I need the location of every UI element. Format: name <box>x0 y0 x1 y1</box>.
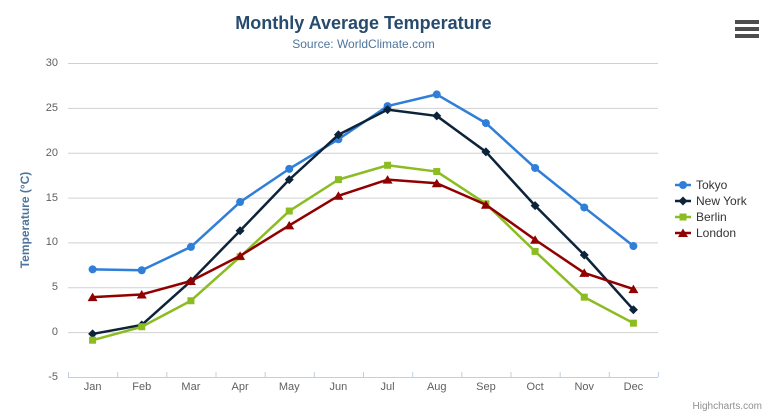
point-new-york-jul[interactable] <box>383 105 393 115</box>
x-tick-label: Jul <box>380 381 395 393</box>
y-tick-label: 15 <box>45 191 58 204</box>
point-tokyo-dec[interactable] <box>629 242 638 251</box>
legend-label: Tokyo <box>696 178 728 192</box>
point-new-york-may[interactable] <box>284 175 294 185</box>
point-new-york-jan[interactable] <box>88 329 98 339</box>
legend-marker-triangle-icon <box>675 228 691 237</box>
point-tokyo-aug[interactable] <box>432 90 441 99</box>
export-menu-button[interactable] <box>733 18 761 40</box>
x-tick-label: Oct <box>526 381 544 393</box>
point-tokyo-apr[interactable] <box>236 198 245 207</box>
point-london-jun[interactable] <box>333 191 344 200</box>
point-london-oct[interactable] <box>530 235 541 244</box>
point-berlin-jan[interactable] <box>89 336 97 344</box>
y-tick-label: 5 <box>51 281 58 294</box>
point-new-york-nov[interactable] <box>579 250 589 260</box>
x-tick-label: Apr <box>231 381 249 393</box>
legend-marker-circle-icon <box>675 181 691 189</box>
series-line-berlin <box>91 164 635 342</box>
legend: Tokyo New York Berlin London <box>675 177 747 241</box>
hamburger-icon <box>735 20 759 38</box>
point-berlin-mar[interactable] <box>187 297 195 305</box>
y-tick-label: -5 <box>48 371 58 383</box>
point-berlin-dec[interactable] <box>629 319 637 327</box>
legend-item-london[interactable]: London <box>675 225 747 241</box>
x-tick-label: May <box>278 381 300 393</box>
point-london-apr[interactable] <box>235 251 246 260</box>
x-tick-label: Mar <box>181 381 201 393</box>
point-tokyo-nov[interactable] <box>580 203 589 212</box>
y-tick-label: 30 <box>45 57 58 69</box>
legend-label: New York <box>696 194 747 208</box>
point-berlin-nov[interactable] <box>580 293 588 301</box>
point-tokyo-may[interactable] <box>285 164 294 173</box>
legend-label: London <box>696 226 737 240</box>
point-london-jul[interactable] <box>382 175 393 184</box>
point-london-feb[interactable] <box>136 289 147 299</box>
y-tick-label: 0 <box>51 326 58 339</box>
y-tick-label: 20 <box>45 146 58 159</box>
point-berlin-oct[interactable] <box>531 247 539 255</box>
point-london-sep[interactable] <box>480 200 491 209</box>
legend-label: Berlin <box>696 210 727 224</box>
point-berlin-feb[interactable] <box>138 323 146 331</box>
point-berlin-jul[interactable] <box>384 161 392 169</box>
chart-subtitle: Source: WorldClimate.com <box>292 37 435 51</box>
point-berlin-may[interactable] <box>285 207 293 215</box>
point-tokyo-jan[interactable] <box>88 265 97 274</box>
credits-link[interactable]: Highcharts.com <box>692 401 762 412</box>
point-tokyo-oct[interactable] <box>531 163 540 172</box>
legend-item-new-york[interactable]: New York <box>675 193 747 209</box>
point-london-jan[interactable] <box>87 292 98 302</box>
point-new-york-apr[interactable] <box>235 226 245 236</box>
point-tokyo-sep[interactable] <box>481 119 490 128</box>
point-london-may[interactable] <box>284 220 295 230</box>
x-tick-label: Aug <box>426 381 447 393</box>
x-tick-label: Jun <box>329 381 348 393</box>
series-line-london <box>91 178 635 299</box>
x-tick-label: Feb <box>132 381 152 393</box>
x-tick-label: Dec <box>623 381 644 393</box>
point-london-mar[interactable] <box>185 276 196 286</box>
y-tick-label: 25 <box>45 101 58 114</box>
series-line-tokyo <box>91 93 635 272</box>
y-axis-title: Temperature (°C) <box>18 171 32 269</box>
point-london-aug[interactable] <box>431 178 442 188</box>
legend-item-tokyo[interactable]: Tokyo <box>675 177 747 193</box>
point-new-york-oct[interactable] <box>530 201 540 211</box>
point-tokyo-mar[interactable] <box>186 242 195 251</box>
point-berlin-aug[interactable] <box>433 168 441 176</box>
x-tick-label: Nov <box>574 381 595 393</box>
point-berlin-jun[interactable] <box>334 176 342 184</box>
legend-item-berlin[interactable]: Berlin <box>675 209 747 225</box>
point-new-york-jun[interactable] <box>333 130 343 140</box>
x-tick-label: Jan <box>83 381 102 393</box>
point-london-nov[interactable] <box>579 268 590 277</box>
point-london-dec[interactable] <box>628 284 639 294</box>
x-tick-label: Sep <box>476 381 496 393</box>
point-new-york-sep[interactable] <box>481 147 491 157</box>
point-new-york-dec[interactable] <box>628 305 638 315</box>
legend-marker-diamond-icon <box>675 196 691 206</box>
legend-marker-square-icon <box>675 213 691 221</box>
chart-title: Monthly Average Temperature <box>235 13 492 33</box>
point-new-york-aug[interactable] <box>432 111 442 121</box>
series-line-new-york <box>91 108 635 336</box>
point-tokyo-feb[interactable] <box>137 266 146 275</box>
y-tick-label: 10 <box>45 236 58 249</box>
